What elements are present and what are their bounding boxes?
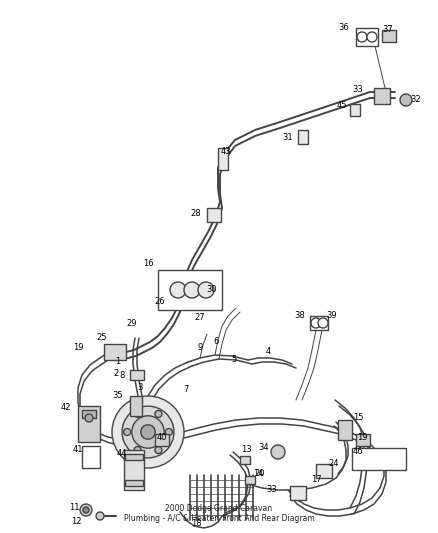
Text: 1: 1 [115, 358, 120, 367]
Text: 6: 6 [213, 337, 219, 346]
Text: 19: 19 [357, 433, 367, 442]
Bar [130, 370, 144, 380]
Text: 29: 29 [127, 319, 137, 328]
Bar [290, 486, 306, 500]
Text: 20: 20 [255, 470, 265, 479]
Text: 17: 17 [311, 475, 321, 484]
Bar [155, 434, 169, 446]
Text: 2: 2 [113, 369, 119, 378]
Text: 31: 31 [283, 133, 293, 142]
Bar [382, 30, 396, 42]
Text: 42: 42 [61, 403, 71, 413]
Circle shape [318, 318, 328, 328]
Text: 11: 11 [69, 504, 79, 513]
Text: 5: 5 [231, 356, 237, 365]
Text: 12: 12 [71, 518, 81, 527]
Text: 27: 27 [194, 313, 205, 322]
Circle shape [357, 32, 367, 42]
Text: 15: 15 [353, 414, 363, 423]
Circle shape [96, 512, 104, 520]
Text: 44: 44 [117, 449, 127, 458]
Bar [158, 270, 222, 310]
Text: 32: 32 [411, 95, 421, 104]
Circle shape [170, 282, 186, 298]
Text: 46: 46 [353, 448, 363, 456]
Text: 3: 3 [137, 384, 143, 392]
Text: 8: 8 [119, 372, 125, 381]
Text: 40: 40 [157, 433, 167, 442]
Text: 26: 26 [155, 297, 165, 306]
Text: 16: 16 [143, 260, 153, 269]
Text: 33: 33 [353, 85, 364, 94]
Text: 4: 4 [265, 348, 271, 357]
Text: 45: 45 [337, 101, 347, 110]
Bar [310, 316, 328, 330]
Circle shape [400, 94, 412, 106]
Circle shape [141, 425, 155, 439]
Bar [82, 410, 96, 418]
Text: 34: 34 [259, 443, 269, 453]
Circle shape [122, 406, 174, 458]
Circle shape [80, 504, 92, 516]
Circle shape [155, 447, 162, 454]
Bar [82, 446, 100, 468]
Bar [356, 434, 370, 446]
Circle shape [83, 507, 89, 513]
Bar [130, 396, 142, 416]
Text: 14: 14 [253, 470, 263, 479]
Circle shape [134, 447, 141, 454]
Bar [240, 456, 250, 464]
Text: 19: 19 [73, 343, 83, 352]
Bar [298, 130, 308, 144]
Text: 24: 24 [329, 459, 339, 469]
Bar [125, 480, 143, 486]
Bar [356, 28, 378, 46]
Bar [338, 420, 352, 440]
Text: 25: 25 [97, 334, 107, 343]
Circle shape [155, 410, 162, 417]
Bar [316, 464, 332, 478]
Text: 33: 33 [267, 486, 277, 495]
Text: 28: 28 [191, 209, 201, 219]
Bar [78, 406, 100, 442]
Text: 18: 18 [191, 520, 201, 529]
Circle shape [166, 429, 173, 435]
Circle shape [271, 445, 285, 459]
Circle shape [311, 318, 321, 328]
Bar [104, 344, 126, 360]
Bar [125, 454, 143, 460]
Text: 43: 43 [221, 148, 231, 157]
Text: 7: 7 [184, 385, 189, 394]
Bar [352, 448, 406, 470]
Text: 38: 38 [295, 311, 305, 320]
Circle shape [184, 282, 200, 298]
Bar [374, 88, 390, 104]
Circle shape [85, 414, 93, 422]
Text: 36: 36 [339, 23, 350, 33]
Circle shape [112, 396, 184, 468]
Circle shape [367, 32, 377, 42]
Bar [218, 148, 228, 170]
Text: 35: 35 [113, 392, 124, 400]
Text: 2000 Dodge Grand Caravan
Plumbing - A/C & Heater, Front And Rear Diagram: 2000 Dodge Grand Caravan Plumbing - A/C … [124, 504, 314, 523]
Circle shape [198, 282, 214, 298]
Text: 30: 30 [207, 286, 217, 295]
Text: 13: 13 [241, 446, 251, 455]
Circle shape [124, 429, 131, 435]
Text: 9: 9 [198, 343, 203, 352]
Circle shape [132, 416, 164, 448]
Circle shape [134, 410, 141, 417]
Bar [207, 208, 221, 222]
Bar [350, 104, 360, 116]
Text: 39: 39 [327, 311, 337, 320]
Text: 41: 41 [73, 446, 83, 455]
Bar [124, 450, 144, 490]
Bar [245, 476, 255, 484]
Text: 37: 37 [383, 26, 393, 35]
